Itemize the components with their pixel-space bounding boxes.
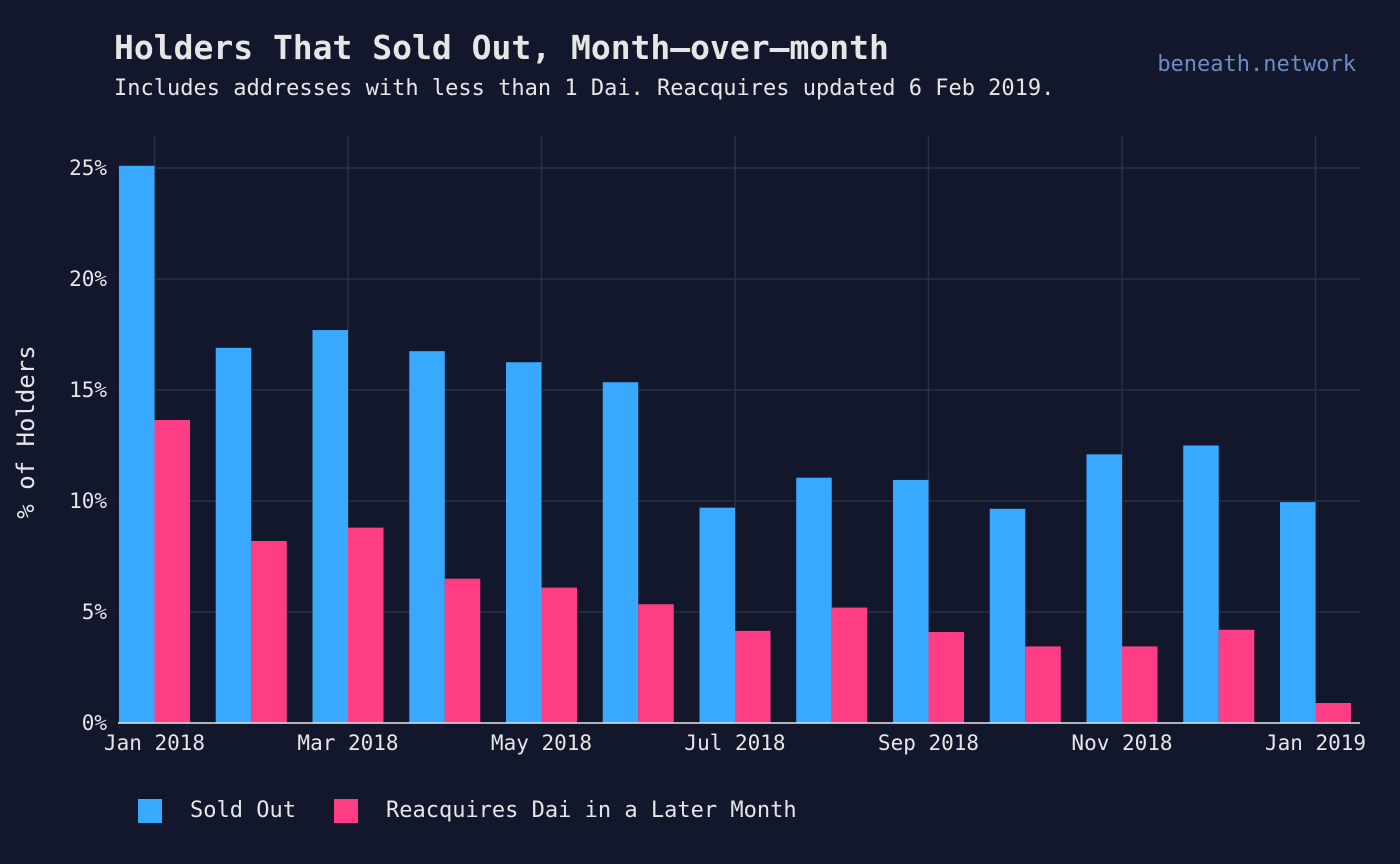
bar-sold-out[interactable]	[893, 479, 929, 723]
bar-sold-out[interactable]	[409, 351, 445, 723]
bar-reacquires[interactable]	[251, 540, 287, 723]
x-tick-label: May 2018	[491, 731, 592, 755]
bar-sold-out[interactable]	[1280, 502, 1316, 723]
bar-reacquires[interactable]	[444, 578, 481, 723]
y-axis-title: % of Holders	[12, 345, 40, 518]
bar-sold-out[interactable]	[119, 165, 155, 723]
x-tick-label: Mar 2018	[297, 731, 398, 755]
x-tick-label: Sep 2018	[878, 731, 979, 755]
bar-sold-out[interactable]	[699, 507, 736, 723]
bar-reacquires[interactable]	[928, 631, 965, 723]
x-tick-label: Jan 2018	[104, 731, 205, 755]
y-tick-label: 15%	[69, 378, 107, 402]
bar-reacquires[interactable]	[638, 604, 674, 723]
bar-sold-out[interactable]	[506, 362, 542, 723]
legend-swatch-reacquires	[333, 798, 358, 823]
y-tick-label: 5%	[82, 600, 108, 624]
chart-title: Holders That Sold Out, Month–over–month	[114, 28, 889, 67]
legend: Sold Out Reacquires Dai in a Later Month	[138, 798, 835, 823]
bars-layer	[119, 165, 1352, 724]
bar-reacquires[interactable]	[1025, 646, 1061, 723]
bar-reacquires[interactable]	[1315, 703, 1352, 723]
axis-layer: 0% 5% 10% 15% 20% 25% Jan 2018 Mar 2018 May 2018…	[69, 156, 1366, 755]
y-tick-label: 20%	[69, 267, 107, 291]
bar-sold-out[interactable]	[215, 347, 252, 723]
legend-label-reacquires: Reacquires Dai in a Later Month	[385, 798, 797, 823]
legend-item-reacquires[interactable]: Reacquires Dai in a Later Month	[333, 798, 797, 823]
x-tick-label: Jul 2018	[684, 731, 785, 755]
bar-reacquires[interactable]	[348, 527, 384, 723]
watermark-link[interactable]: beneath.network	[1157, 52, 1356, 77]
bar-sold-out[interactable]	[1086, 454, 1123, 723]
bar-reacquires[interactable]	[735, 630, 771, 723]
y-tick-label: 10%	[69, 489, 107, 513]
x-tick-label: Nov 2018	[1071, 731, 1172, 755]
bar-reacquires[interactable]	[1122, 646, 1158, 723]
x-tick-label: Jan 2019	[1265, 731, 1366, 755]
bar-reacquires[interactable]	[154, 419, 191, 723]
bar-reacquires[interactable]	[541, 587, 578, 723]
bar-reacquires[interactable]	[1218, 629, 1255, 723]
y-tick-label: 25%	[69, 156, 107, 180]
bar-sold-out[interactable]	[602, 382, 639, 723]
bar-reacquires[interactable]	[831, 607, 868, 723]
bar-sold-out[interactable]	[1183, 445, 1219, 724]
legend-label-sold-out: Sold Out	[190, 798, 296, 823]
legend-item-sold-out[interactable]: Sold Out	[138, 798, 296, 823]
bar-sold-out[interactable]	[312, 330, 349, 723]
bar-sold-out[interactable]	[796, 477, 832, 723]
legend-swatch-sold-out	[138, 798, 162, 823]
chart-subtitle: Includes addresses with less than 1 Dai.…	[114, 76, 1055, 101]
y-tick-label: 0%	[82, 711, 108, 735]
bar-sold-out[interactable]	[989, 508, 1026, 723]
